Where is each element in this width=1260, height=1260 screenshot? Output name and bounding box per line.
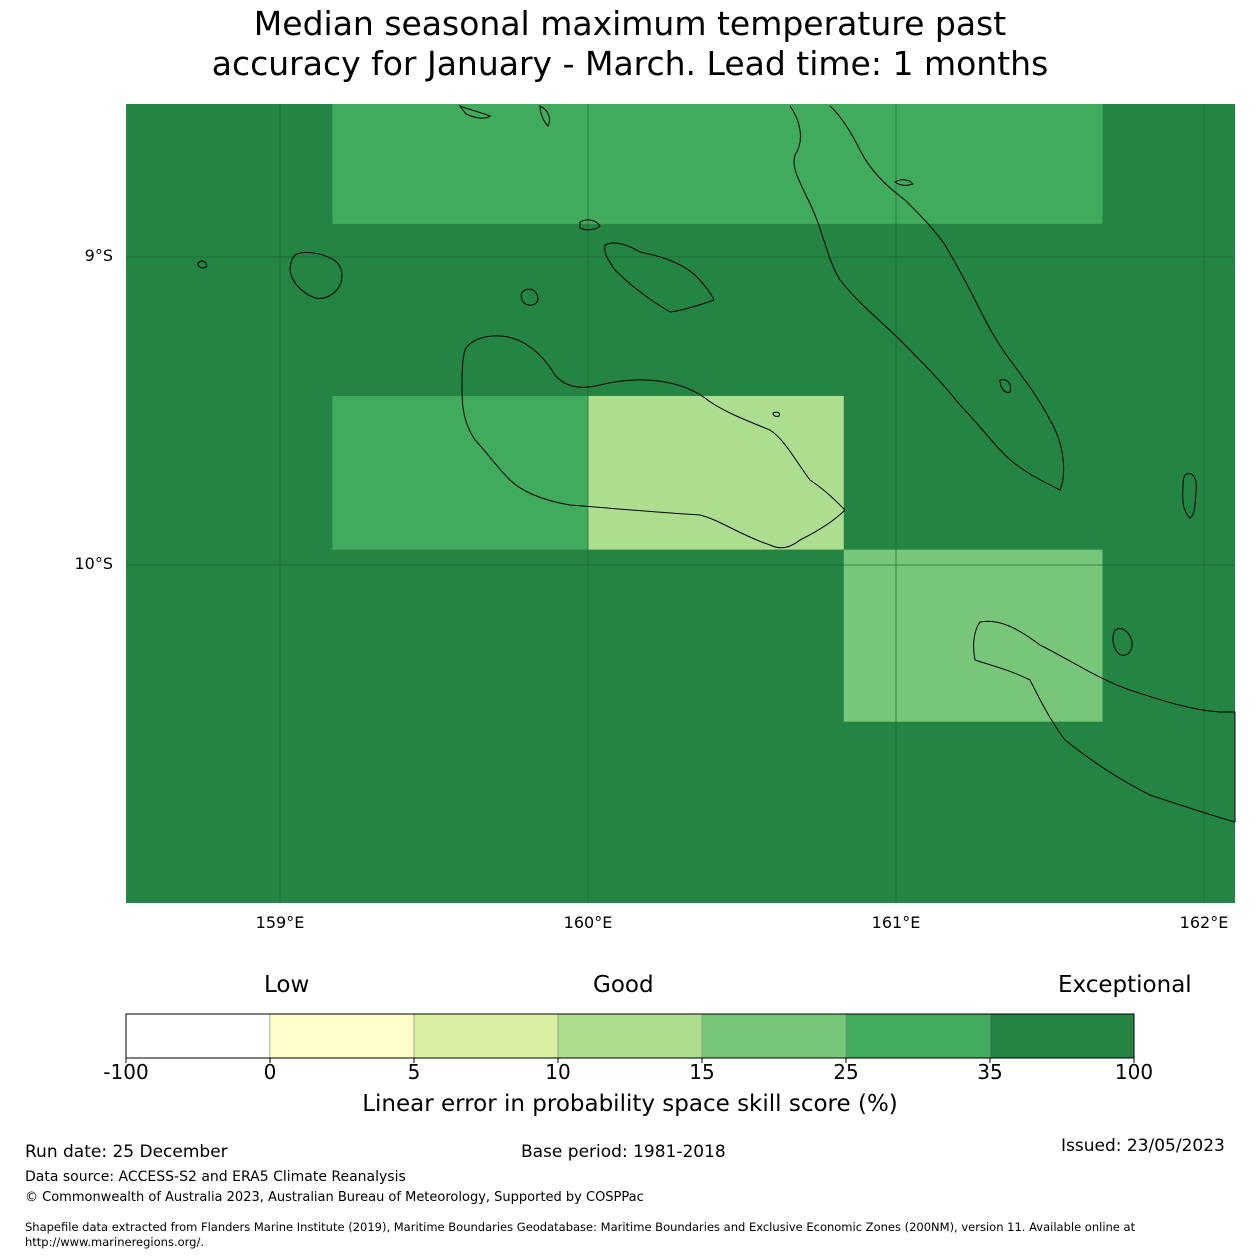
lat-label-9s: 9°S bbox=[84, 246, 113, 265]
colorbar-category-exceptional: Exceptional bbox=[1058, 972, 1192, 998]
colorbar-tick: -100 bbox=[103, 1060, 149, 1084]
coastline-russell-islands bbox=[289, 251, 343, 299]
base-period: Base period: 1981-2018 bbox=[521, 1142, 726, 1162]
title-line-1: Median seasonal maximum temperature past bbox=[253, 4, 1007, 43]
lon-label-160e: 160°E bbox=[563, 913, 613, 932]
coastline-florida-islands bbox=[604, 242, 715, 313]
colorbar-tick: 100 bbox=[1114, 1060, 1154, 1084]
coastline-islet-3 bbox=[999, 379, 1011, 393]
colorbar-segment bbox=[989, 1013, 1135, 1059]
coastline-guadalcanal bbox=[461, 335, 846, 549]
coastline-islet-4 bbox=[458, 104, 491, 119]
lon-label-161e: 161°E bbox=[871, 913, 921, 932]
colorbar-segment bbox=[557, 1013, 703, 1059]
copyright: © Commonwealth of Australia 2023, Austra… bbox=[25, 1190, 644, 1205]
coastline-malaita bbox=[789, 105, 1065, 491]
skill-cells bbox=[332, 104, 1103, 722]
lon-label-159e: 159°E bbox=[255, 913, 305, 932]
map-title: Median seasonal maximum temperature past… bbox=[0, 4, 1260, 84]
colorbar-segment bbox=[413, 1013, 559, 1059]
skill-cell bbox=[588, 395, 844, 550]
colorbar-segment bbox=[701, 1013, 847, 1059]
coastline-ulawa bbox=[1112, 628, 1133, 656]
graticule bbox=[126, 104, 1235, 903]
issued-date: Issued: 23/05/2023 bbox=[1061, 1136, 1225, 1156]
colorbar-tick: 15 bbox=[689, 1060, 715, 1084]
lat-label-10s: 10°S bbox=[74, 554, 113, 573]
shapefile-credit-line-2: http://www.marineregions.org/. bbox=[25, 1235, 204, 1249]
coastline-islet-5 bbox=[539, 105, 551, 127]
data-source: Data source: ACCESS-S2 and ERA5 Climate … bbox=[25, 1169, 406, 1185]
run-date: Run date: 25 December bbox=[25, 1142, 228, 1162]
colorbar-category-low: Low bbox=[264, 972, 310, 998]
coastline-islet-6 bbox=[772, 411, 780, 417]
colorbar-category-good: Good bbox=[593, 972, 654, 998]
skill-cell bbox=[332, 395, 589, 550]
colorbar bbox=[125, 1013, 1135, 1063]
coastline-islet-2 bbox=[894, 179, 914, 186]
coastline-savo bbox=[520, 288, 539, 306]
coastline-islet-1 bbox=[197, 260, 207, 269]
colorbar-border bbox=[125, 1013, 1135, 1059]
colorbar-tick: 10 bbox=[545, 1060, 571, 1084]
coastline-small-malaita bbox=[1182, 473, 1197, 519]
shapefile-credit-line-1: Shapefile data extracted from Flanders M… bbox=[25, 1220, 1136, 1234]
colorbar-segment bbox=[269, 1013, 415, 1059]
coastline-ngella bbox=[579, 219, 601, 231]
skill-cell bbox=[332, 104, 1103, 224]
colorbar-segment bbox=[845, 1013, 991, 1059]
colorbar-tick: 5 bbox=[407, 1060, 421, 1084]
colorbar-label: Linear error in probability space skill … bbox=[362, 1091, 898, 1117]
title-line-2: accuracy for January - March. Lead time:… bbox=[211, 44, 1049, 83]
colorbar-segment bbox=[125, 1013, 271, 1059]
coastlines bbox=[197, 104, 1236, 823]
lon-label-162e: 162°E bbox=[1179, 913, 1229, 932]
colorbar-tick: 35 bbox=[977, 1060, 1003, 1084]
coastline-makira bbox=[973, 620, 1236, 823]
skill-cell bbox=[843, 549, 1103, 722]
colorbar-tick: 0 bbox=[263, 1060, 277, 1084]
colorbar-tick: 25 bbox=[833, 1060, 859, 1084]
